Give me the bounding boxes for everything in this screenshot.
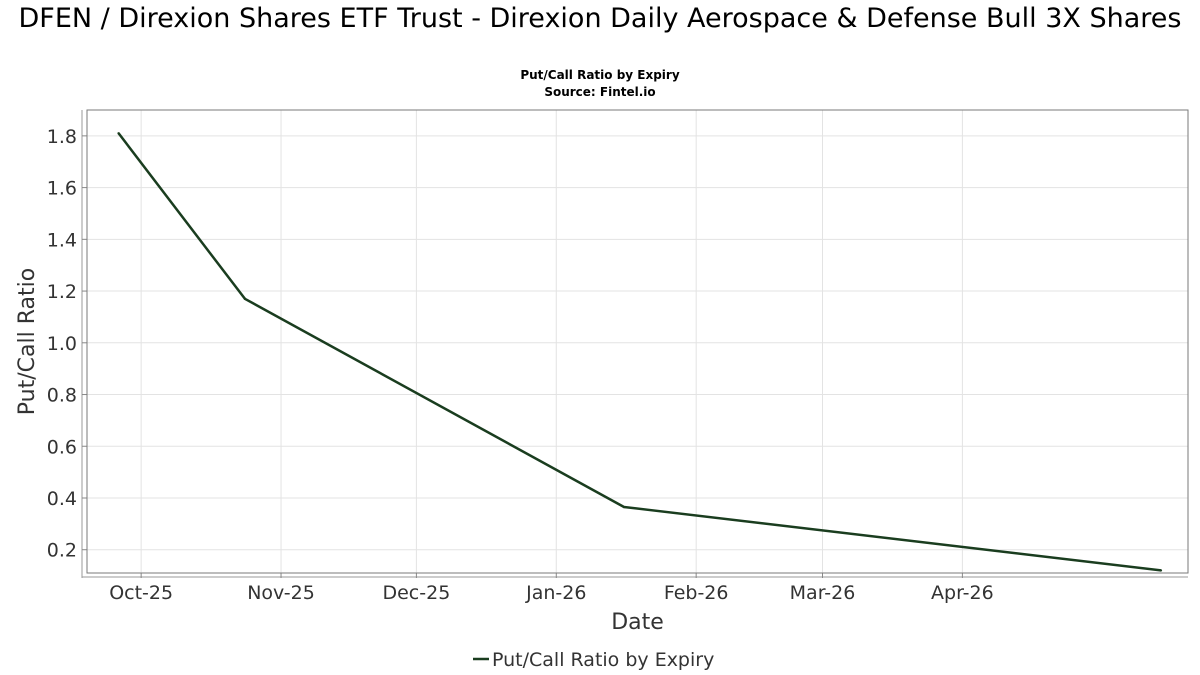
y-tick-label: 0.6 <box>47 436 77 458</box>
x-tick-label: Dec-25 <box>382 582 450 604</box>
x-tick-label: Apr-26 <box>931 582 994 604</box>
data-point <box>1159 569 1163 572</box>
series-line <box>117 132 1162 572</box>
y-tick-label: 0.2 <box>47 540 77 562</box>
y-axis-label: Put/Call Ratio <box>15 268 40 415</box>
y-tick-label: 1.4 <box>47 229 77 251</box>
plot-border <box>86 109 1189 574</box>
legend[interactable]: Put/Call Ratio by Expiry <box>473 649 714 671</box>
legend-label: Put/Call Ratio by Expiry <box>492 649 714 671</box>
y-tick-label: 1.0 <box>47 333 77 355</box>
series-layer <box>117 132 1163 572</box>
y-tick-label: 0.4 <box>47 488 77 510</box>
chart-subtitle: Put/Call Ratio by Expiry <box>520 68 680 82</box>
x-tick-label: Oct-25 <box>109 582 173 604</box>
y-tick-label: 1.2 <box>47 281 77 303</box>
data-point <box>622 505 626 509</box>
y-tick-label: 1.6 <box>47 178 77 200</box>
x-axis-label: Date <box>611 610 664 635</box>
y-axis-ticks: 0.2 0.4 0.6 0.8 1.0 1.2 1.4 1.6 1.8 <box>47 126 87 562</box>
x-tick-label: Jan-26 <box>525 582 586 604</box>
data-point <box>243 297 247 301</box>
y-tick-label: 1.8 <box>47 126 77 148</box>
chart-source: Source: Fintel.io <box>544 85 656 99</box>
x-gridlines <box>140 110 963 573</box>
chart-title: DFEN / Direxion Shares ETF Trust - Direx… <box>18 3 1182 34</box>
x-axis-ticks: Oct-25 Nov-25 Dec-25 Jan-26 Feb-26 Mar-26 Apr-… <box>109 573 994 604</box>
y-gridlines <box>87 135 1188 551</box>
x-tick-label: Mar-26 <box>790 582 856 604</box>
plot-area <box>87 110 1188 573</box>
x-tick-label: Nov-25 <box>247 582 315 604</box>
data-point <box>117 132 120 135</box>
x-tick-label: Feb-26 <box>664 582 729 604</box>
y-tick-label: 0.8 <box>47 385 77 407</box>
